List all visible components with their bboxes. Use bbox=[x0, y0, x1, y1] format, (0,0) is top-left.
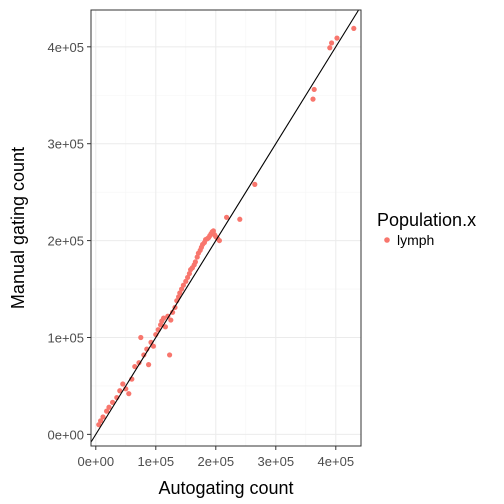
x-tick-label: 3e+05 bbox=[258, 454, 295, 469]
x-axis-ticks: 0e+00 1e+05 2e+05 3e+05 4e+05 bbox=[78, 446, 355, 469]
y-tick-label: 2e+05 bbox=[47, 234, 84, 249]
data-point bbox=[312, 87, 317, 92]
x-tick-label: 0e+00 bbox=[78, 454, 115, 469]
data-point bbox=[237, 217, 242, 222]
data-point bbox=[193, 259, 198, 264]
data-point bbox=[224, 215, 229, 220]
data-point bbox=[167, 352, 172, 357]
data-point bbox=[126, 391, 131, 396]
data-point bbox=[329, 40, 334, 45]
data-point bbox=[310, 97, 315, 102]
data-point bbox=[100, 414, 105, 419]
legend-title: Population.x bbox=[377, 210, 476, 230]
y-tick-label: 0e+00 bbox=[47, 427, 84, 442]
y-axis-title: Manual gating count bbox=[8, 147, 28, 309]
data-point bbox=[351, 26, 356, 31]
data-point bbox=[217, 238, 222, 243]
data-point bbox=[168, 317, 173, 322]
data-point bbox=[120, 381, 125, 386]
x-tick-label: 4e+05 bbox=[318, 454, 355, 469]
y-tick-label: 1e+05 bbox=[47, 330, 84, 345]
y-axis-ticks: 0e+00 1e+05 2e+05 3e+05 4e+05 bbox=[47, 40, 91, 443]
data-point bbox=[138, 335, 143, 340]
legend-label-lymph: lymph bbox=[397, 232, 434, 248]
legend-key-lymph bbox=[384, 237, 390, 243]
x-axis-title: Autogating count bbox=[158, 478, 293, 498]
data-point bbox=[334, 35, 339, 40]
data-point bbox=[327, 45, 332, 50]
legend: Population.x lymph bbox=[377, 210, 476, 248]
data-point bbox=[146, 362, 151, 367]
data-point bbox=[106, 405, 111, 410]
x-tick-label: 2e+05 bbox=[198, 454, 235, 469]
data-point bbox=[252, 182, 257, 187]
x-tick-label: 1e+05 bbox=[138, 454, 175, 469]
y-tick-label: 4e+05 bbox=[47, 40, 84, 55]
y-tick-label: 3e+05 bbox=[47, 137, 84, 152]
